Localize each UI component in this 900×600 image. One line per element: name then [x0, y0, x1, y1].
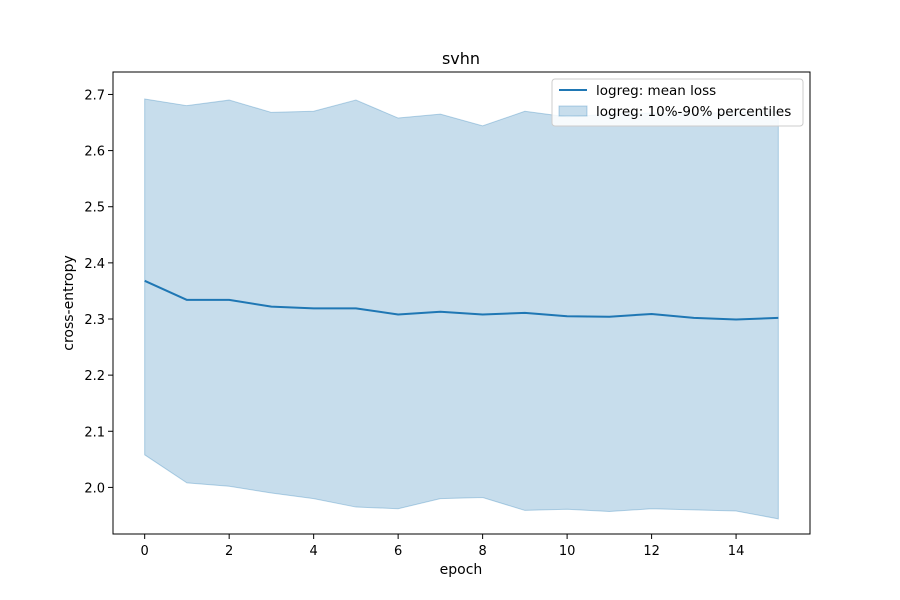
mean-loss-line [144, 279, 779, 321]
y-axis-label: cross-entropy [61, 255, 77, 351]
y-axis-ticks: 2.0 2.1 2.2 2.3 2.4 2.5 2.6 2.7 [84, 88, 113, 496]
x-tick-label: 2 [225, 544, 233, 559]
legend-label-mean-loss: logreg: mean loss [596, 83, 716, 99]
x-tick-label: 12 [643, 544, 660, 559]
x-tick-label: 0 [141, 544, 149, 559]
legend-box [551, 78, 804, 127]
x-tick-label: 4 [310, 544, 318, 559]
x-tick-label: 8 [478, 544, 486, 559]
y-tick-label: 2.6 [84, 145, 105, 160]
legend-label-percentiles: logreg: 10%-90% percentiles [596, 104, 791, 120]
chart-title: svhn [442, 49, 480, 68]
y-tick-label: 2.1 [84, 425, 105, 440]
legend: logreg: mean loss logreg: 10%-90% percen… [551, 78, 804, 127]
x-tick-label: 10 [559, 544, 576, 559]
x-axis-ticks: 0 2 4 6 8 10 12 14 [141, 534, 745, 559]
x-tick-label: 14 [728, 544, 745, 559]
y-tick-label: 2.7 [84, 88, 105, 103]
y-tick-label: 2.0 [84, 481, 105, 496]
plot-area [144, 98, 779, 520]
x-tick-label: 6 [394, 544, 402, 559]
y-tick-label: 2.2 [84, 369, 105, 384]
x-axis-label: epoch [440, 562, 483, 578]
y-tick-label: 2.4 [84, 257, 105, 272]
axes-frame [112, 71, 811, 535]
percentile-band [144, 98, 779, 520]
y-tick-label: 2.5 [84, 201, 105, 216]
y-tick-label: 2.3 [84, 313, 105, 328]
legend-swatch-percentiles [558, 105, 588, 117]
